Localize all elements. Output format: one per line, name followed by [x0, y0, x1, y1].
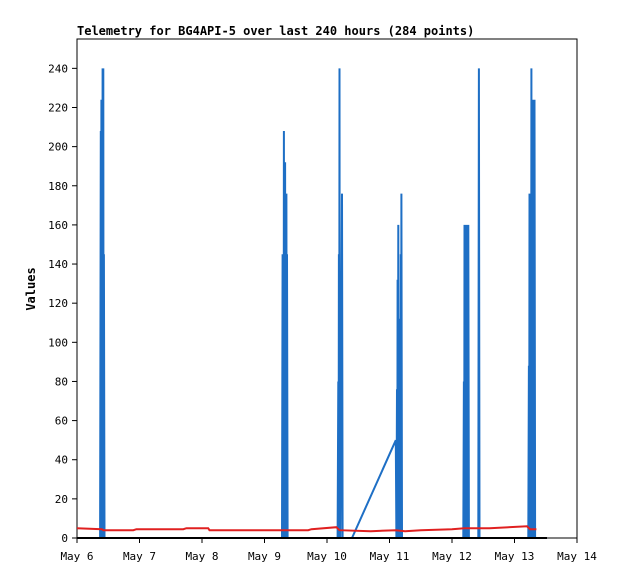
x-axis: May 6 May 7 May 8 May 9 May 10 May 11 May 12 Ma… [60, 538, 597, 563]
chart-title: Telemetry for BG4API-5 over last 240 hou… [77, 24, 474, 38]
x-tick-label: May 13 [495, 550, 535, 563]
x-tick-label: May 14 [557, 550, 597, 563]
x-tick-label: May 9 [248, 550, 281, 563]
x-tick-label: May 12 [432, 550, 472, 563]
x-tick-label: May 7 [123, 550, 156, 563]
y-tick-label: 40 [55, 454, 68, 467]
y-tick-label: 60 [55, 415, 68, 428]
y-tick-label: 0 [61, 532, 68, 545]
series-layer [76, 68, 547, 539]
x-tick-label: May 11 [370, 550, 410, 563]
y-axis: 0 20 40 60 80 100 120 140 160 180 200 220 240 [48, 62, 77, 545]
y-axis-label: Values [24, 267, 38, 310]
x-tick-label: May 10 [307, 550, 347, 563]
y-tick-label: 220 [48, 101, 68, 114]
y-tick-label: 140 [48, 258, 68, 271]
y-tick-label: 120 [48, 297, 68, 310]
y-tick-label: 80 [55, 375, 68, 388]
y-tick-label: 160 [48, 219, 68, 232]
series-line-1 [76, 525, 537, 533]
y-tick-label: 200 [48, 141, 68, 154]
series-line-0 [99, 68, 537, 539]
y-tick-label: 100 [48, 336, 68, 349]
y-tick-label: 20 [55, 493, 68, 506]
x-tick-label: May 8 [185, 550, 218, 563]
y-tick-label: 240 [48, 62, 68, 75]
y-tick-label: 180 [48, 180, 68, 193]
x-tick-label: May 6 [60, 550, 93, 563]
plot-area [76, 38, 578, 539]
